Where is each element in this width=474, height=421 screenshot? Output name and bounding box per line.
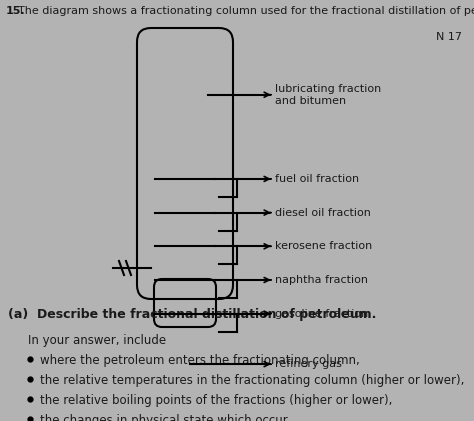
Text: naphtha fraction: naphtha fraction xyxy=(275,275,368,285)
Text: refinery gas: refinery gas xyxy=(275,359,342,369)
Text: the relative boiling points of the fractions (higher or lower),: the relative boiling points of the fract… xyxy=(40,394,392,407)
Text: The diagram shows a fractionating column used for the fractional distillation of: The diagram shows a fractionating column… xyxy=(18,6,474,16)
Text: In your answer, include: In your answer, include xyxy=(28,334,166,347)
Text: fuel oil fraction: fuel oil fraction xyxy=(275,174,359,184)
Text: where the petroleum enters the fractionating column,: where the petroleum enters the fractiona… xyxy=(40,354,360,367)
Text: lubricating fraction
and bitumen: lubricating fraction and bitumen xyxy=(275,84,381,106)
Text: the changes in physical state which occur.: the changes in physical state which occu… xyxy=(40,414,291,421)
Text: gasoline fraction: gasoline fraction xyxy=(275,309,368,319)
Text: diesel oil fraction: diesel oil fraction xyxy=(275,208,371,218)
Text: 15.: 15. xyxy=(6,6,26,16)
Text: (a)  Describe the fractional distillation of petroleum.: (a) Describe the fractional distillation… xyxy=(8,308,376,321)
Text: kerosene fraction: kerosene fraction xyxy=(275,241,372,251)
Text: the relative temperatures in the fractionating column (higher or lower),: the relative temperatures in the fractio… xyxy=(40,374,465,387)
Text: N 17: N 17 xyxy=(436,32,462,42)
